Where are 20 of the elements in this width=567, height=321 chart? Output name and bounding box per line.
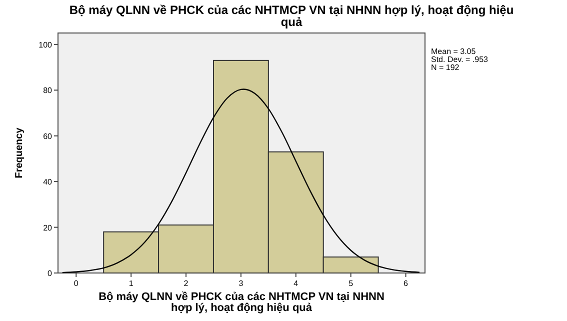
x-tick-label: 5 — [348, 279, 354, 288]
x-tick-label: 2 — [184, 279, 189, 288]
x-tick-label: 4 — [294, 279, 299, 288]
x-tick-label: 0 — [74, 279, 79, 288]
y-tick-label: 20 — [43, 223, 53, 232]
line-series — [62, 88, 420, 274]
y-tick-label: 0 — [48, 269, 53, 278]
text: Mean = 3.05 — [431, 47, 476, 56]
x-tick-label: 3 — [238, 279, 244, 288]
y-tick-label: 80 — [43, 86, 53, 96]
y-tick-label: 100 — [38, 40, 53, 50]
x-tick-label: 6 — [404, 279, 409, 288]
y-tick-label: 60 — [43, 132, 53, 141]
y-tick-label: 40 — [43, 178, 53, 187]
text: Std. Dev. = .953 — [431, 55, 489, 64]
y-axis-title: Frequency — [14, 127, 25, 178]
chart-title: Bộ máy QLNN về PHCK của các NHTMCP VN tại NHNN hợp lý, hoạt động hiệu quả — [69, 3, 514, 29]
text: N = 192 — [431, 63, 460, 72]
x-axis-title: Bộ máy QLNN về PHCK của các NHTMCP VN tại NHNN hợp lý, hoạt động hiệu quả — [98, 291, 384, 314]
x-tick-label: 1 — [128, 279, 134, 288]
